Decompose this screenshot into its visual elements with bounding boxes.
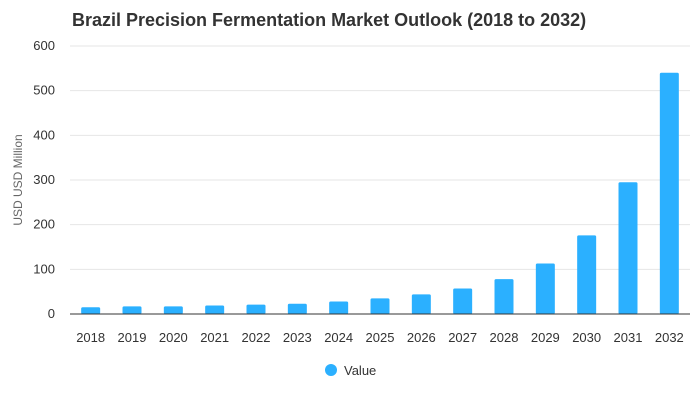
x-tick-label: 2031 (614, 330, 643, 345)
x-tick-label: 2020 (159, 330, 188, 345)
x-tick-label: 2028 (490, 330, 519, 345)
bar-2027[interactable] (453, 288, 473, 314)
y-axis-label: USD USD Million (11, 134, 25, 225)
x-tick-label: 2030 (572, 330, 601, 345)
gridlines (70, 45, 690, 270)
x-tick-label: 2022 (242, 330, 271, 345)
bar-2026[interactable] (411, 294, 431, 314)
bar-2022[interactable] (246, 304, 266, 314)
x-tick-label: 2032 (655, 330, 684, 345)
y-tick-label: 100 (33, 261, 55, 276)
x-axis-ticks: 2018 2019 2020 2021 2022 2023 2024 2025 2026 2027… (76, 330, 684, 345)
x-tick-label: 2025 (366, 330, 395, 345)
y-tick-label: 400 (33, 127, 55, 142)
y-tick-label: 600 (33, 38, 55, 53)
bars (81, 72, 679, 314)
bar-2030[interactable] (577, 235, 597, 314)
x-tick-label: 2029 (531, 330, 560, 345)
y-tick-label: 200 (33, 217, 55, 232)
x-tick-label: 2021 (200, 330, 229, 345)
x-tick-label: 2023 (283, 330, 312, 345)
y-tick-label: 0 (48, 306, 55, 321)
bar-2032[interactable] (659, 72, 679, 314)
y-axis-ticks: 0 100 200 300 400 500 600 (33, 38, 55, 321)
x-tick-label: 2018 (76, 330, 105, 345)
bar-2028[interactable] (494, 279, 514, 314)
x-tick-label: 2024 (324, 330, 353, 345)
y-tick-label: 300 (33, 172, 55, 187)
x-tick-label: 2019 (118, 330, 147, 345)
chart-title: Brazil Precision Fermentation Market Out… (72, 10, 586, 30)
legend[interactable]: Value (325, 363, 376, 378)
x-tick-label: 2027 (448, 330, 477, 345)
bar-2019[interactable] (122, 306, 142, 314)
legend-swatch (325, 364, 337, 376)
bar-2023[interactable] (287, 303, 307, 314)
bar-2031[interactable] (618, 182, 638, 314)
bar-2018[interactable] (81, 307, 101, 314)
bar-2021[interactable] (205, 305, 225, 314)
legend-label: Value (344, 363, 376, 378)
bar-2025[interactable] (370, 298, 390, 314)
bar-2020[interactable] (163, 306, 183, 314)
bar-2029[interactable] (535, 263, 555, 314)
y-tick-label: 500 (33, 83, 55, 98)
x-tick-label: 2026 (407, 330, 436, 345)
bar-2024[interactable] (329, 301, 349, 314)
